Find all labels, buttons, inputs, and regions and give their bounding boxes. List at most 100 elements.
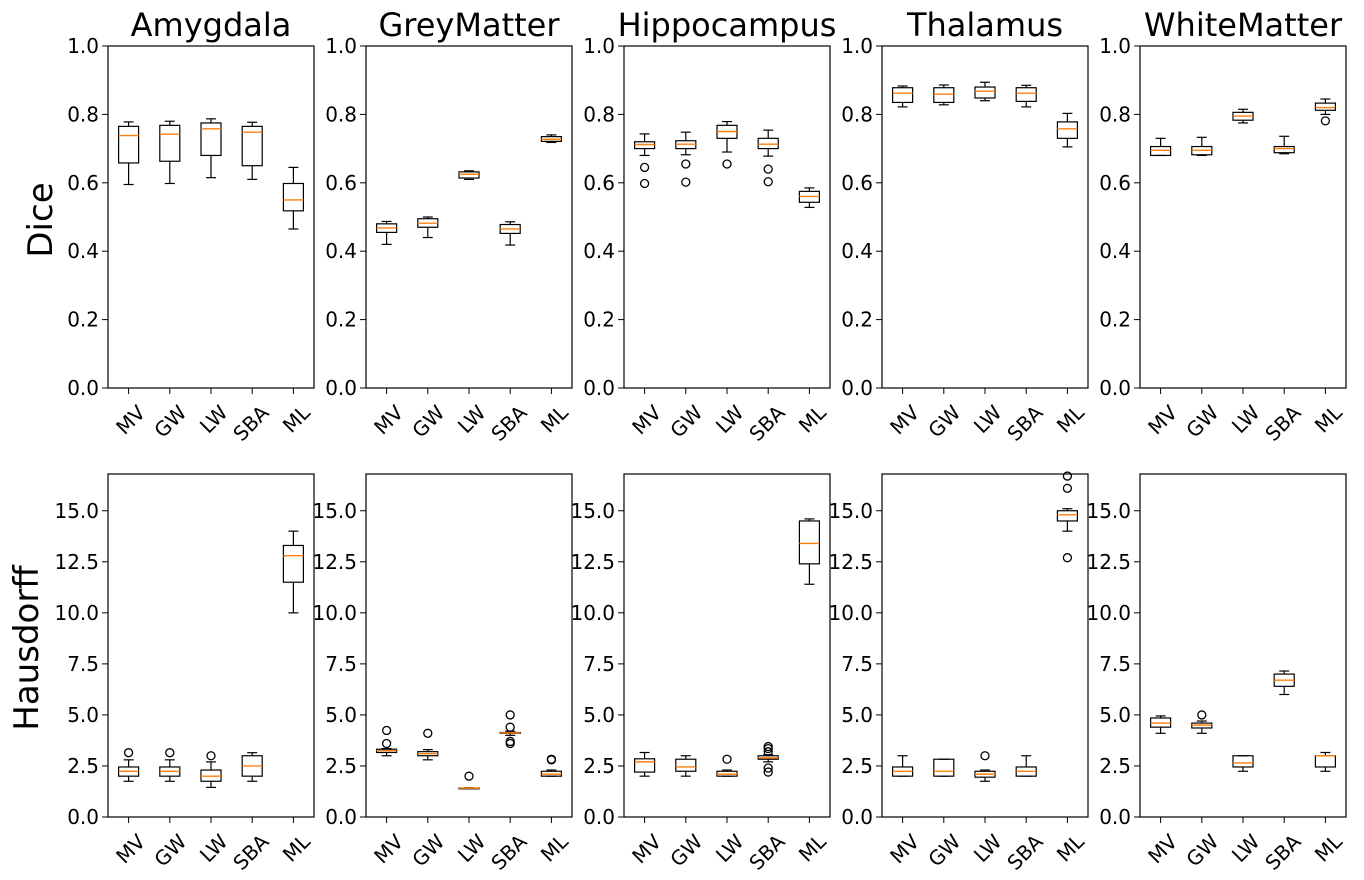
y-tick-label: 12.5 [828, 550, 873, 574]
panel-title: GreyMatter [378, 6, 560, 44]
y-tick-label: 0.6 [583, 171, 615, 195]
y-tick-label: 0.8 [325, 102, 357, 126]
iqr-box [1273, 145, 1295, 154]
outlier-point [1062, 553, 1073, 563]
iqr-box [282, 544, 304, 583]
y-tick-label: 1.0 [1099, 34, 1131, 58]
box-lw [458, 170, 480, 180]
box-mv [1149, 715, 1172, 734]
iqr-box [1232, 755, 1254, 768]
y-tick-label: 15.0 [570, 499, 615, 523]
y-tick-label: 15.0 [828, 499, 873, 523]
iqr-box [933, 758, 955, 777]
panel-title: Hippocampus [618, 6, 837, 44]
y-tick-label: 0.2 [583, 308, 615, 332]
box-ml [540, 134, 563, 144]
y-tick-label: 0.0 [583, 376, 615, 400]
box-mv [891, 85, 914, 108]
y-tick-label: 0.0 [1099, 376, 1131, 400]
y-tick-label: 0.0 [67, 376, 99, 400]
y-tick-label: 15.0 [312, 499, 357, 523]
box-ml [282, 530, 304, 614]
y-tick-label: 0.0 [67, 805, 99, 829]
y-tick-label: 0.6 [1099, 171, 1131, 195]
y-tick-label: 12.5 [312, 550, 357, 574]
y-tick-label: 15.0 [1086, 499, 1131, 523]
y-tick-label: 12.5 [570, 550, 615, 574]
y-tick-label: 2.5 [67, 754, 99, 778]
y-tick-label: 12.5 [1086, 550, 1131, 574]
row-label-dice: Dice [21, 182, 61, 257]
outlier-point [639, 162, 650, 173]
y-tick-label: 10.0 [828, 601, 873, 625]
y-tick-label: 0.4 [325, 239, 357, 263]
box-sba [241, 121, 263, 180]
axes-frame [365, 473, 573, 818]
outlier-point [505, 736, 515, 747]
box-sba [499, 710, 521, 749]
outlier-point [681, 159, 691, 169]
outlier-point [763, 767, 773, 777]
box-ml [282, 166, 304, 230]
y-tick-label: 5.0 [1099, 703, 1131, 727]
box-gw [1191, 710, 1213, 734]
box-lw [716, 120, 738, 169]
y-tick-label: 7.5 [841, 652, 873, 676]
box-sba [757, 741, 779, 777]
outlier-point [1320, 116, 1331, 126]
outlier-point [464, 771, 474, 781]
outlier-point [1062, 471, 1073, 481]
y-tick-label: 2.5 [841, 754, 873, 778]
y-tick-label: 5.0 [841, 703, 873, 727]
y-tick-label: 10.0 [312, 601, 357, 625]
box-mv [891, 755, 914, 777]
outlier-point [722, 159, 732, 169]
outlier-point [123, 748, 134, 758]
y-tick-label: 7.5 [67, 652, 99, 676]
box-ml [1314, 751, 1337, 772]
box-mv [117, 748, 140, 782]
outlier-point [1197, 710, 1207, 720]
box-sba [1015, 755, 1037, 777]
y-tick-label: 0.2 [1099, 308, 1131, 332]
panel-title: Thalamus [906, 6, 1063, 44]
iqr-box [933, 87, 955, 104]
y-tick-label: 10.0 [1086, 601, 1131, 625]
box-sba [241, 752, 263, 782]
iqr-box [159, 124, 181, 162]
y-tick-label: 0.8 [841, 102, 873, 126]
outlier-point [722, 754, 732, 764]
box-mv [633, 133, 656, 189]
outlier-point [639, 178, 650, 189]
y-tick-label: 7.5 [1099, 652, 1131, 676]
iqr-box [1056, 121, 1079, 139]
box-mv [376, 220, 398, 245]
panel-title: Amygdala [131, 6, 292, 44]
outlier-point [165, 748, 175, 758]
iqr-box [974, 86, 996, 99]
outlier-point [681, 177, 691, 187]
outlier-point [546, 754, 557, 764]
y-tick-label: 0.0 [583, 805, 615, 829]
outlier-point [763, 747, 773, 757]
box-gw [675, 755, 697, 777]
box-lw [200, 751, 222, 788]
axes-frame [107, 473, 315, 818]
box-ml [1314, 98, 1337, 126]
y-tick-label: 0.0 [325, 805, 357, 829]
y-tick-label: 7.5 [583, 652, 615, 676]
y-tick-label: 1.0 [583, 34, 615, 58]
y-tick-label: 7.5 [325, 652, 357, 676]
box-sba [499, 221, 521, 246]
outlier-point [505, 710, 515, 720]
box-ml [798, 518, 821, 585]
y-tick-label: 1.0 [67, 34, 99, 58]
box-lw [974, 81, 996, 102]
box-mv [1149, 137, 1172, 157]
box-lw [1232, 755, 1254, 772]
iqr-box [633, 758, 656, 773]
iqr-box [1056, 510, 1079, 522]
y-tick-label: 10.0 [570, 601, 615, 625]
outlier-point [206, 751, 216, 761]
